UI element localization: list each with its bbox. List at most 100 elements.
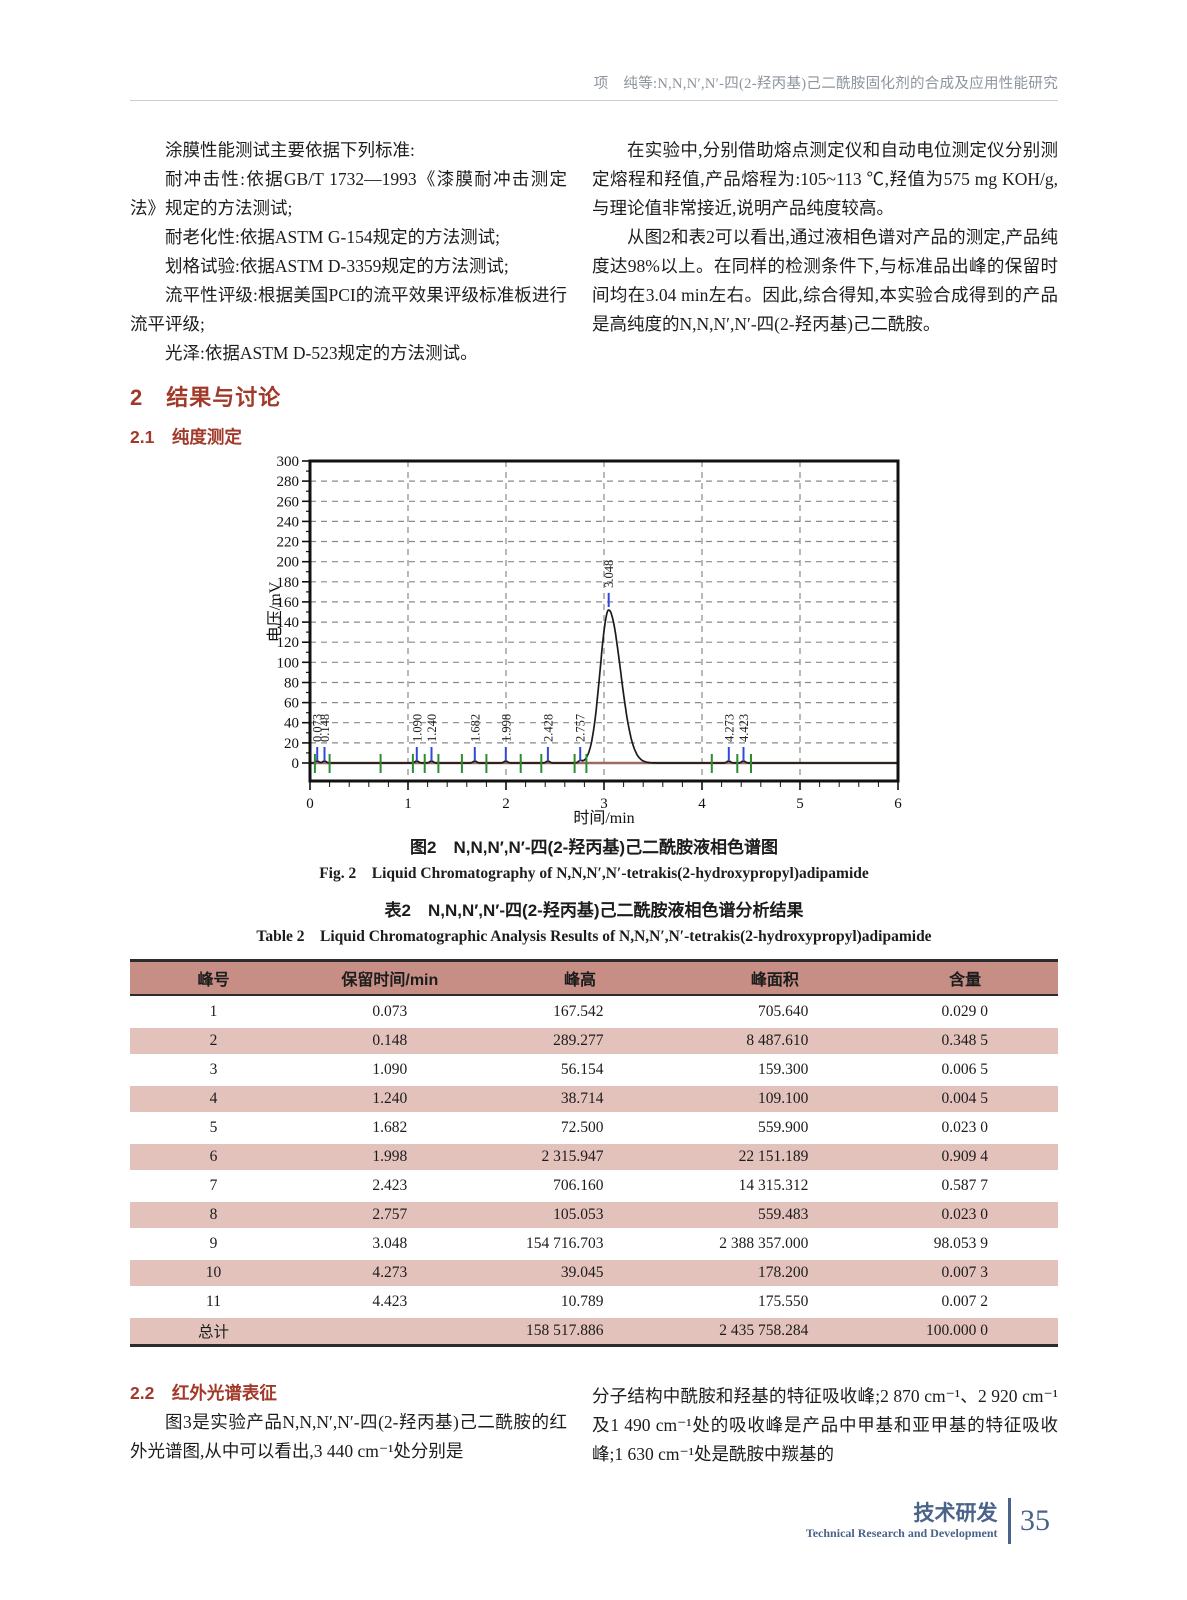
table-cell: 2 — [130, 1028, 298, 1054]
table-cell: 8 487.610 — [677, 1028, 873, 1054]
svg-text:1.682: 1.682 — [468, 714, 482, 742]
table-cell: 2 388 357.000 — [719, 1235, 809, 1252]
paragraph: 光泽:依据ASTM D-523规定的方法测试。 — [165, 343, 478, 363]
table-row: 2 0.148 289.277 8 487.610 0.348 5 — [130, 1028, 1058, 1054]
paragraph: 从图2和表2可以看出,通过液相色谱对产品的测定,产品纯度达98%以上。在同样的检… — [592, 227, 1058, 334]
table-cell: 154 716.703 — [526, 1235, 604, 1252]
table-cell: 9 — [209, 1235, 218, 1252]
table-cell: 0.148 — [297, 1028, 483, 1054]
svg-text:1.240: 1.240 — [425, 714, 439, 742]
table-cell: 0.909 4 — [872, 1144, 1058, 1170]
table-cell: 3 — [209, 1061, 218, 1078]
table-header-cell: 峰号 — [130, 959, 298, 996]
svg-text:1.090: 1.090 — [410, 714, 424, 742]
table-cell: 0.007 2 — [941, 1293, 989, 1310]
svg-text:40: 40 — [284, 716, 299, 732]
table-cell: 1.998 — [297, 1144, 483, 1170]
footer-text: 技术研发 Technical Research and Development — [806, 1502, 998, 1541]
table-row: 3 1.090 56.154 159.300 0.006 5 — [130, 1057, 1058, 1083]
table-cell: 1.090 — [372, 1061, 408, 1078]
svg-text:4.423: 4.423 — [737, 714, 751, 742]
table-cell: 158 517.886 — [482, 1318, 678, 1347]
table-cell: 39.045 — [482, 1260, 678, 1286]
table-cell: 3.048 — [372, 1235, 408, 1252]
table-row: 9 3.048 154 716.703 2 388 357.000 98.053 9 — [130, 1231, 1058, 1257]
header-rule — [130, 100, 1058, 101]
results-table: 峰号 保留时间/min 峰高 峰面积 含量 1 0.073 167.542 705.640 0.… — [130, 956, 1058, 1350]
table-header-cell: 峰高 — [482, 959, 678, 996]
svg-text:60: 60 — [284, 696, 299, 712]
table-cell: 0.348 5 — [872, 1028, 1058, 1054]
table-cell: 167.542 — [553, 1003, 604, 1020]
paragraph: 流平性评级:根据美国PCI的流平效果评级标准板进行流平评级; — [130, 285, 567, 334]
section-heading-results: 2 结果与讨论 — [130, 385, 282, 410]
section-heading-ir: 2.2 红外光谱表征 — [130, 1383, 277, 1403]
table-row: 11 4.423 10.789 175.550 0.007 2 — [130, 1289, 1058, 1315]
table-cell: 289.277 — [482, 1028, 678, 1054]
table-cell: 6 — [130, 1144, 298, 1170]
table-row: 8 2.757 105.053 559.483 0.023 0 — [130, 1202, 1058, 1228]
svg-text:100: 100 — [277, 655, 300, 671]
svg-text:2.757: 2.757 — [574, 714, 588, 742]
table-cell: 0.029 0 — [941, 1003, 989, 1020]
svg-text:240: 240 — [277, 514, 300, 530]
svg-text:300: 300 — [277, 454, 300, 470]
table-cell: 10 — [130, 1260, 298, 1286]
table-cell: 4.273 — [297, 1260, 483, 1286]
table-cell: 11 — [206, 1293, 221, 1310]
table-row: 1 0.073 167.542 705.640 0.029 0 — [130, 999, 1058, 1025]
table-header-cell: 保留时间/min — [297, 959, 483, 996]
table-row: 6 1.998 2 315.947 22 151.189 0.909 4 — [130, 1144, 1058, 1170]
svg-text:280: 280 — [277, 474, 300, 490]
svg-text:电压/mV: 电压/mV — [266, 581, 284, 642]
table-cell: 105.053 — [482, 1202, 678, 1228]
table-cell: 159.300 — [758, 1061, 809, 1078]
table-row: 10 4.273 39.045 178.200 0.007 3 — [130, 1260, 1058, 1286]
figure-caption-en: Fig. 2 Liquid Chromatography of N,N,N′,N… — [319, 865, 869, 882]
table-cell: 559.483 — [677, 1202, 873, 1228]
column-left: 涂膜性能测试主要依据下列标准: 耐冲击性:依据GB/T 1732—1993《漆膜耐… — [130, 136, 567, 368]
table-cell: 1.682 — [372, 1119, 408, 1136]
paragraph: 耐冲击性:依据GB/T 1732—1993《漆膜耐冲击测定法》规定的方法测试; — [130, 169, 567, 218]
table-caption-cn: 表2 N,N,N′,N′-四(2-羟丙基)己二酰胺液相色谱分析结果 — [384, 901, 804, 920]
table-cell: 2 435 758.284 — [677, 1318, 873, 1347]
column-right: 在实验中,分别借助熔点测定仪和自动电位测定仪分别测定熔程和羟值,产品熔程为:10… — [592, 136, 1058, 339]
section-heading-purity: 2.1 纯度测定 — [130, 427, 242, 447]
table-cell: 56.154 — [560, 1061, 604, 1078]
svg-text:0: 0 — [292, 756, 300, 772]
table-cell: 7 — [209, 1177, 218, 1194]
table-cell: 总计 — [130, 1318, 298, 1347]
table-cell: 14 315.312 — [738, 1177, 809, 1194]
table-header-cell: 峰面积 — [677, 959, 873, 996]
footer: 技术研发 Technical Research and Development … — [806, 1498, 1050, 1544]
footer-section-en: Technical Research and Development — [805, 1525, 998, 1540]
svg-text:4.273: 4.273 — [722, 714, 736, 742]
table-row: 5 1.682 72.500 559.900 0.023 0 — [130, 1115, 1058, 1141]
svg-text:1.998: 1.998 — [499, 714, 513, 742]
svg-text:160: 160 — [277, 595, 300, 611]
paragraph: 划格试验:依据ASTM D-3359规定的方法测试; — [165, 256, 509, 276]
table-cell: 22 151.189 — [677, 1144, 873, 1170]
svg-text:4: 4 — [698, 796, 706, 812]
table-cell: 98.053 9 — [933, 1235, 988, 1252]
table-cell: 8 — [130, 1202, 298, 1228]
table-row-total: 总计 158 517.886 2 435 758.284 100.000 0 — [130, 1318, 1058, 1347]
table-cell: 5 — [209, 1119, 218, 1136]
table-cell: 0.007 3 — [872, 1260, 1058, 1286]
table-cell: 2.423 — [372, 1177, 408, 1194]
svg-text:120: 120 — [277, 635, 300, 651]
page-number: 35 — [1020, 1504, 1050, 1537]
svg-text:时间/min: 时间/min — [573, 809, 634, 827]
svg-text:20: 20 — [284, 736, 299, 752]
svg-text:2: 2 — [502, 796, 510, 812]
svg-text:6: 6 — [894, 796, 902, 812]
svg-text:180: 180 — [277, 575, 300, 591]
paragraph: 在实验中,分别借助熔点测定仪和自动电位测定仪分别测定熔程和羟值,产品熔程为:10… — [592, 140, 1058, 218]
footer-section-cn: 技术研发 — [913, 1501, 998, 1525]
table-row: 7 2.423 706.160 14 315.312 0.587 7 — [130, 1173, 1058, 1199]
svg-text:3.048: 3.048 — [602, 560, 616, 588]
figure-caption-cn: 图2 N,N,N′,N′-四(2-羟丙基)己二酰胺液相色谱图 — [410, 838, 778, 857]
svg-text:220: 220 — [277, 535, 300, 551]
ir-paragraph-left: 图3是实验产品N,N,N′,N′-四(2-羟丙基)己二酰胺的红外光谱图,从中可以… — [130, 1412, 567, 1461]
